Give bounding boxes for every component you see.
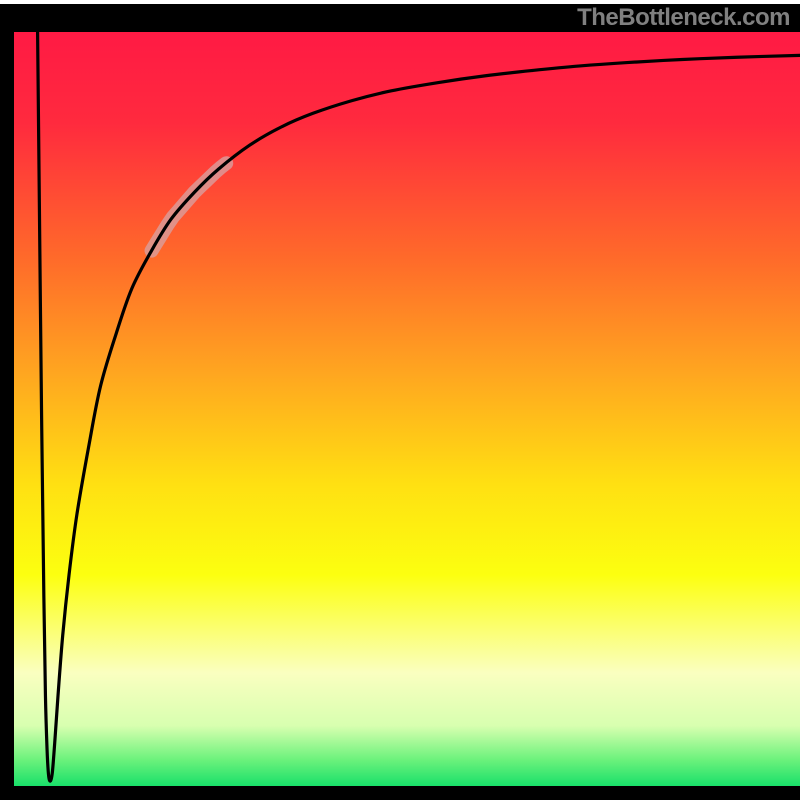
chart-svg <box>0 0 800 800</box>
chart-container: TheBottleneck.com <box>0 0 800 800</box>
plot-area <box>0 0 800 800</box>
gradient-background <box>14 32 800 786</box>
watermark-text: TheBottleneck.com <box>577 4 790 32</box>
